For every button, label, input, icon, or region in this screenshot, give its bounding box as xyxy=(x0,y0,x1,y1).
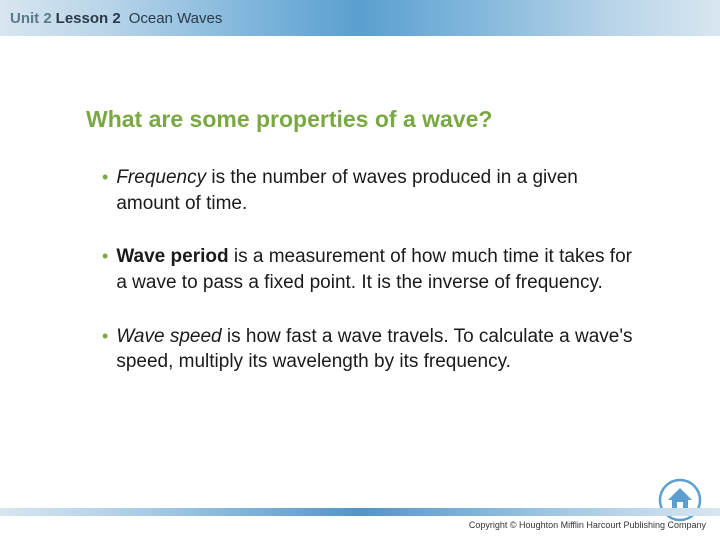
lesson-label: Lesson 2 xyxy=(56,10,121,27)
copyright-text: Copyright © Houghton Mifflin Harcourt Pu… xyxy=(0,516,720,530)
bullet-marker: • xyxy=(102,324,108,375)
lesson-title: Ocean Waves xyxy=(129,10,223,27)
bullet-marker: • xyxy=(102,244,108,295)
bullet-marker: • xyxy=(102,165,108,216)
footer-bar xyxy=(0,508,720,516)
bullet-text: Frequency is the number of waves produce… xyxy=(116,165,636,216)
bullet-text: Wave period is a measurement of how much… xyxy=(116,244,636,295)
bullet-item: • Frequency is the number of waves produ… xyxy=(86,165,670,216)
term: Wave speed xyxy=(116,326,221,347)
bullet-item: • Wave period is a measurement of how mu… xyxy=(86,244,670,295)
slide-heading: What are some properties of a wave? xyxy=(86,106,670,133)
term: Frequency xyxy=(116,167,206,188)
slide-footer: Copyright © Houghton Mifflin Harcourt Pu… xyxy=(0,508,720,530)
term: Wave period xyxy=(116,246,228,267)
unit-label: Unit 2 xyxy=(10,10,52,27)
lesson-header: Unit 2 Lesson 2 Ocean Waves xyxy=(0,0,720,36)
slide-content: What are some properties of a wave? • Fr… xyxy=(0,36,720,375)
bullet-text: Wave speed is how fast a wave travels. T… xyxy=(116,324,636,375)
bullet-item: • Wave speed is how fast a wave travels.… xyxy=(86,324,670,375)
